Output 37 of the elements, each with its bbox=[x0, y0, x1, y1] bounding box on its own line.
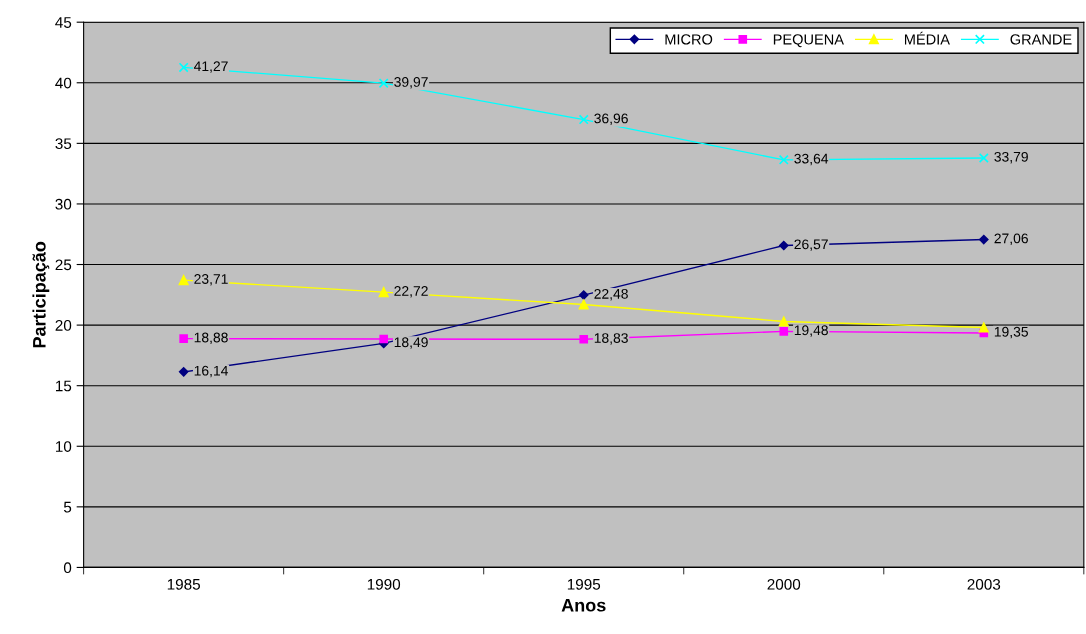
y-tick-label: 10 bbox=[55, 441, 72, 452]
y-tick-label: 15 bbox=[55, 380, 72, 392]
y-tick-label: 30 bbox=[55, 198, 72, 210]
data-label: 18,83 bbox=[594, 333, 628, 345]
y-tick-label: 40 bbox=[55, 77, 72, 89]
legend-label: MICRO bbox=[665, 34, 713, 45]
legend-label: GRANDE bbox=[1010, 34, 1072, 45]
data-label: 18,88 bbox=[194, 332, 228, 345]
legend-label: MÉDIA bbox=[904, 31, 950, 45]
x-axis-title: Anos bbox=[561, 599, 606, 612]
y-axis-title: Participação bbox=[32, 241, 50, 348]
x-tick-label: 1995 bbox=[567, 578, 601, 590]
x-tick-label: 2000 bbox=[767, 578, 801, 590]
y-tick-label: 5 bbox=[63, 501, 72, 513]
data-label: 22,48 bbox=[594, 288, 628, 301]
x-tick-label: 2003 bbox=[967, 578, 1001, 590]
data-label: 22,72 bbox=[394, 286, 428, 298]
data-label: 36,96 bbox=[594, 113, 628, 125]
data-label: 19,35 bbox=[994, 326, 1028, 339]
y-tick-label: 0 bbox=[63, 562, 72, 574]
data-label: 33,64 bbox=[794, 153, 829, 166]
y-tick-label: 25 bbox=[55, 259, 72, 271]
y-tick-label: 35 bbox=[55, 138, 72, 150]
data-label: 39,97 bbox=[394, 77, 428, 89]
data-label: 33,79 bbox=[994, 151, 1028, 164]
data-label: 41,27 bbox=[193, 61, 228, 73]
data-label: 23,71 bbox=[194, 274, 228, 286]
data-label: 26,57 bbox=[794, 239, 828, 251]
data-label: 16,14 bbox=[194, 365, 228, 378]
y-tick-label: 20 bbox=[55, 319, 72, 331]
data-label: 18,49 bbox=[394, 337, 428, 349]
y-tick-label: 45 bbox=[55, 17, 72, 28]
data-label: 27,06 bbox=[994, 233, 1028, 245]
x-tick-label: 1985 bbox=[167, 578, 200, 590]
data-label: 19,48 bbox=[794, 325, 828, 337]
legend-label: PEQUENA bbox=[773, 34, 844, 48]
x-tick-label: 1990 bbox=[367, 578, 401, 590]
